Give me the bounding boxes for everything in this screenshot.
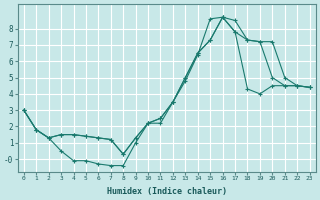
X-axis label: Humidex (Indice chaleur): Humidex (Indice chaleur) xyxy=(107,187,227,196)
